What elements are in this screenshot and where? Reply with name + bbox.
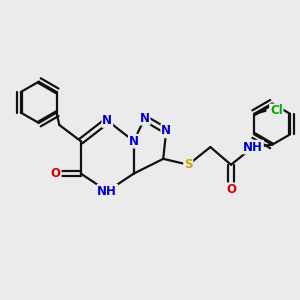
Text: NH: NH: [98, 185, 117, 198]
Text: N: N: [161, 124, 171, 137]
Text: O: O: [51, 167, 61, 180]
Text: N: N: [129, 135, 139, 148]
Text: N: N: [102, 114, 112, 127]
Text: S: S: [184, 158, 193, 171]
Text: N: N: [140, 112, 150, 125]
Text: Cl: Cl: [270, 104, 283, 117]
Text: O: O: [226, 183, 236, 196]
Text: NH: NH: [243, 141, 263, 154]
